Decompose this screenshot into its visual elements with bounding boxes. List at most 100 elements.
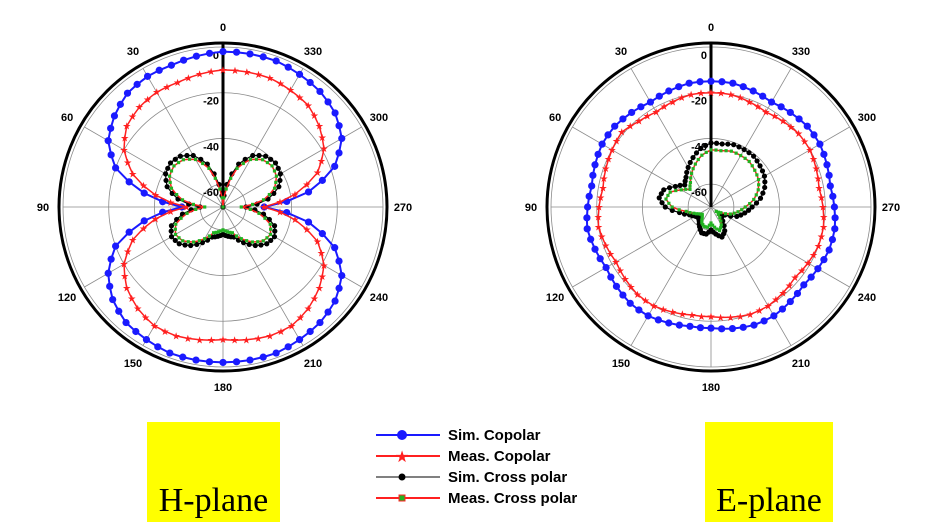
h-point-meas-cross-polar bbox=[197, 239, 202, 243]
e-point-sim-copolar bbox=[729, 79, 737, 87]
h-point-sim-cross-polar bbox=[275, 165, 281, 171]
e-point-meas-cross-polar bbox=[728, 212, 732, 216]
e-point-sim-copolar bbox=[825, 246, 833, 254]
h-point-meas-cross-polar bbox=[239, 237, 243, 241]
h-point-meas-copolar: ★ bbox=[318, 272, 327, 283]
h-point-meas-copolar: ★ bbox=[317, 248, 326, 259]
h-point-meas-cross-polar bbox=[256, 240, 260, 244]
e-point-sim-cross-polar bbox=[760, 190, 766, 196]
e-point-sim-cross-polar bbox=[677, 182, 683, 188]
e-plane-caption: E-plane bbox=[705, 422, 833, 522]
h-point-meas-cross-polar bbox=[241, 161, 245, 166]
h-point-sim-copolar bbox=[192, 52, 201, 60]
e-point-sim-copolar bbox=[588, 182, 596, 190]
e-point-meas-copolar: ★ bbox=[797, 266, 806, 277]
h-point-meas-cross-polar bbox=[239, 205, 243, 209]
h-point-sim-copolar bbox=[205, 49, 214, 57]
e-point-meas-cross-polar bbox=[723, 212, 728, 216]
h-point-sim-copolar bbox=[112, 242, 120, 250]
e-point-sim-copolar bbox=[585, 192, 593, 200]
e-point-sim-copolar bbox=[739, 83, 747, 91]
h-point-sim-cross-polar bbox=[276, 184, 282, 190]
e-point-meas-copolar: ★ bbox=[660, 102, 669, 113]
e-point-meas-cross-polar bbox=[719, 223, 723, 227]
h-point-meas-cross-polar bbox=[181, 158, 185, 162]
h-point-sim-cross-polar bbox=[256, 152, 262, 159]
e-point-meas-copolar: ★ bbox=[817, 193, 826, 204]
e-point-sim-copolar bbox=[602, 263, 610, 272]
h-point-meas-cross-polar bbox=[186, 240, 190, 244]
h-point-meas-cross-polar bbox=[207, 166, 211, 170]
h-point-meas-cross-polar bbox=[221, 205, 225, 209]
h-point-sim-copolar bbox=[122, 318, 130, 327]
e-point-meas-cross-polar bbox=[666, 193, 670, 198]
e-point-sim-copolar bbox=[759, 92, 767, 100]
e-point-meas-copolar: ★ bbox=[809, 155, 818, 166]
e-grid-spoke bbox=[572, 206, 712, 288]
e-point-sim-cross-polar bbox=[662, 204, 668, 210]
e-point-sim-copolar bbox=[696, 324, 705, 332]
h-point-meas-copolar: ★ bbox=[127, 294, 136, 305]
e-point-sim-copolar bbox=[814, 265, 822, 273]
h-point-sim-cross-polar bbox=[168, 234, 175, 240]
e-point-meas-copolar: ★ bbox=[668, 308, 677, 319]
h-point-sim-cross-polar bbox=[250, 152, 256, 159]
e-point-meas-cross-polar bbox=[696, 157, 700, 162]
e-point-meas-cross-polar bbox=[755, 173, 759, 177]
e-point-meas-cross-polar bbox=[714, 148, 718, 152]
h-point-sim-copolar bbox=[246, 356, 254, 364]
e-grid-spoke bbox=[710, 206, 850, 288]
e-point-sim-cross-polar bbox=[703, 142, 709, 149]
e-point-meas-cross-polar bbox=[693, 162, 697, 166]
h-point-meas-copolar: ★ bbox=[207, 336, 216, 347]
e-point-meas-copolar: ★ bbox=[627, 283, 636, 294]
h-point-meas-copolar: ★ bbox=[173, 78, 182, 89]
e-point-meas-cross-polar bbox=[700, 214, 704, 218]
e-point-sim-cross-polar bbox=[759, 168, 766, 174]
e-point-sim-copolar bbox=[816, 140, 824, 148]
h-point-meas-copolar: ★ bbox=[318, 133, 327, 144]
e-point-meas-cross-polar bbox=[700, 218, 704, 222]
e-angle-label: 180 bbox=[702, 382, 720, 394]
h-point-meas-copolar: ★ bbox=[219, 335, 228, 346]
h-point-meas-cross-polar bbox=[223, 229, 227, 233]
h-point-meas-copolar: ★ bbox=[304, 101, 313, 112]
h-point-sim-copolar bbox=[104, 137, 112, 145]
e-series-meas-copolar bbox=[597, 91, 825, 319]
e-point-meas-copolar: ★ bbox=[814, 242, 823, 253]
h-point-meas-copolar: ★ bbox=[275, 198, 284, 209]
h-point-meas-cross-polar bbox=[168, 180, 172, 184]
h-point-sim-copolar bbox=[304, 188, 313, 196]
e-point-sim-cross-polar bbox=[658, 191, 664, 197]
e-point-sim-copolar bbox=[675, 83, 683, 91]
e-point-meas-cross-polar bbox=[674, 188, 678, 193]
h-point-meas-cross-polar bbox=[203, 237, 207, 241]
h-point-sim-copolar bbox=[284, 343, 292, 351]
e-point-sim-copolar bbox=[635, 306, 643, 314]
h-radial-label: 0 bbox=[213, 50, 219, 62]
h-point-sim-copolar bbox=[304, 218, 313, 226]
e-point-sim-cross-polar bbox=[682, 182, 688, 188]
h-point-meas-copolar: ★ bbox=[135, 103, 144, 114]
h-point-sim-copolar bbox=[140, 189, 148, 197]
e-point-meas-cross-polar bbox=[700, 221, 704, 225]
e-point-sim-copolar bbox=[665, 319, 673, 327]
e-point-sim-copolar bbox=[604, 131, 612, 139]
e-point-sim-copolar bbox=[800, 281, 808, 289]
h-grid-spoke bbox=[142, 206, 224, 346]
e-point-meas-copolar: ★ bbox=[771, 295, 780, 306]
h-point-sim-copolar bbox=[142, 336, 151, 344]
h-point-sim-cross-polar bbox=[194, 241, 200, 248]
h-point-sim-copolar bbox=[143, 72, 152, 80]
e-point-sim-copolar bbox=[612, 282, 621, 290]
e-point-sim-copolar bbox=[686, 322, 694, 330]
e-point-sim-copolar bbox=[718, 78, 726, 86]
h-point-meas-cross-polar bbox=[274, 180, 278, 184]
e-point-sim-cross-polar bbox=[746, 150, 752, 156]
e-plane-plot: 03303002702402101801501209060300-20-40-6… bbox=[525, 22, 900, 394]
e-point-meas-copolar: ★ bbox=[707, 312, 716, 323]
e-point-sim-cross-polar bbox=[685, 164, 691, 171]
e-point-sim-copolar bbox=[628, 108, 636, 117]
h-point-meas-copolar: ★ bbox=[172, 331, 181, 342]
h-point-meas-cross-polar bbox=[269, 227, 273, 231]
